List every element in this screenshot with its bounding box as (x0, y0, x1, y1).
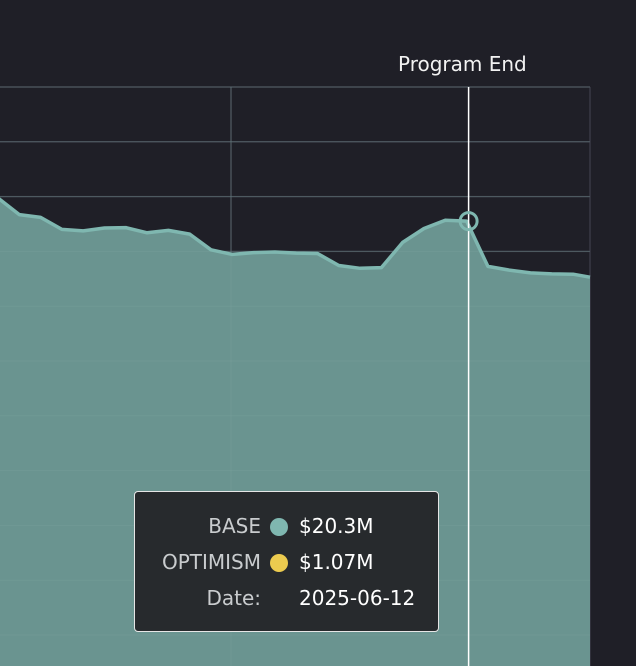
tooltip-row-optimism: OPTIMISM $1.07M (135, 550, 438, 578)
base-color-dot (270, 518, 288, 536)
tooltip-optimism-label: OPTIMISM (161, 550, 261, 574)
chart-tooltip: BASE $20.3M OPTIMISM $1.07M Date: 2025-0… (134, 491, 439, 632)
tooltip-base-value: $20.3M (299, 514, 374, 538)
tooltip-base-label: BASE (208, 514, 261, 538)
tooltip-row-base: BASE $20.3M (135, 514, 438, 542)
tooltip-row-date: Date: 2025-06-12 (135, 586, 438, 614)
hover-point-marker[interactable] (458, 211, 479, 232)
tooltip-optimism-value: $1.07M (299, 550, 374, 574)
program-end-label: Program End (398, 52, 527, 76)
tooltip-date-value: 2025-06-12 (299, 586, 416, 610)
data-points (19, 214, 591, 278)
optimism-color-dot (270, 554, 288, 572)
tooltip-date-label: Date: (206, 586, 261, 610)
